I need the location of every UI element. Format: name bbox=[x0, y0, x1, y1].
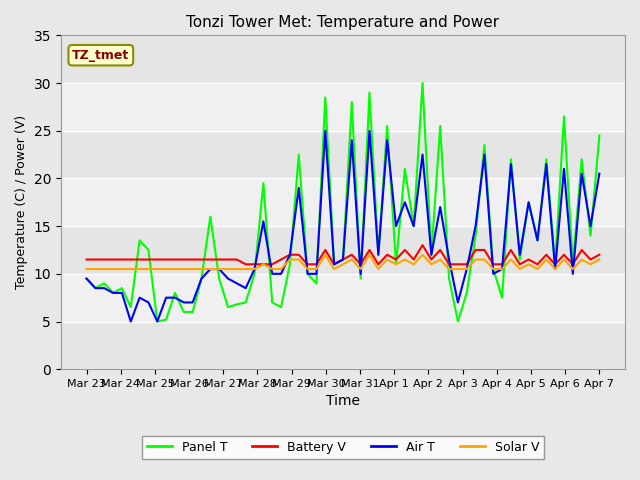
Battery V bbox=[215, 257, 223, 263]
Panel T bbox=[136, 238, 143, 243]
Legend: Panel T, Battery V, Air T, Solar V: Panel T, Battery V, Air T, Solar V bbox=[141, 435, 545, 458]
Air T bbox=[145, 300, 152, 305]
Panel T bbox=[356, 276, 364, 281]
Air T bbox=[100, 285, 108, 291]
Panel T bbox=[224, 304, 232, 310]
Bar bbox=[61, 131, 625, 179]
Y-axis label: Temperature (C) / Power (V): Temperature (C) / Power (V) bbox=[15, 115, 28, 289]
Solar V bbox=[136, 266, 143, 272]
Panel T bbox=[154, 319, 161, 324]
Battery V bbox=[100, 257, 108, 263]
Solar V bbox=[83, 266, 90, 272]
Battery V bbox=[595, 252, 603, 258]
Panel T bbox=[472, 233, 479, 239]
Panel T bbox=[419, 80, 426, 86]
Line: Air T: Air T bbox=[86, 131, 599, 322]
Air T bbox=[127, 319, 134, 324]
Air T bbox=[595, 171, 603, 177]
Solar V bbox=[595, 257, 603, 263]
Panel T bbox=[100, 280, 108, 286]
Air T bbox=[224, 276, 232, 281]
Battery V bbox=[136, 257, 143, 263]
Air T bbox=[365, 128, 373, 133]
X-axis label: Time: Time bbox=[326, 395, 360, 408]
Title: Tonzi Tower Met: Temperature and Power: Tonzi Tower Met: Temperature and Power bbox=[186, 15, 499, 30]
Bar bbox=[61, 36, 625, 83]
Panel T bbox=[171, 290, 179, 296]
Solar V bbox=[163, 266, 170, 272]
Battery V bbox=[472, 247, 479, 253]
Panel T bbox=[595, 132, 603, 138]
Battery V bbox=[83, 257, 90, 263]
Text: TZ_tmet: TZ_tmet bbox=[72, 48, 129, 62]
Bar bbox=[61, 226, 625, 274]
Bar bbox=[61, 322, 625, 369]
Battery V bbox=[419, 242, 426, 248]
Line: Solar V: Solar V bbox=[86, 255, 599, 269]
Solar V bbox=[356, 266, 364, 272]
Line: Battery V: Battery V bbox=[86, 245, 599, 264]
Air T bbox=[472, 223, 479, 229]
Panel T bbox=[83, 276, 90, 281]
Air T bbox=[83, 276, 90, 281]
Battery V bbox=[242, 262, 250, 267]
Air T bbox=[321, 128, 329, 133]
Air T bbox=[171, 295, 179, 300]
Solar V bbox=[100, 266, 108, 272]
Solar V bbox=[215, 266, 223, 272]
Battery V bbox=[356, 262, 364, 267]
Solar V bbox=[463, 266, 470, 272]
Battery V bbox=[163, 257, 170, 263]
Solar V bbox=[321, 252, 329, 258]
Line: Panel T: Panel T bbox=[86, 83, 599, 322]
